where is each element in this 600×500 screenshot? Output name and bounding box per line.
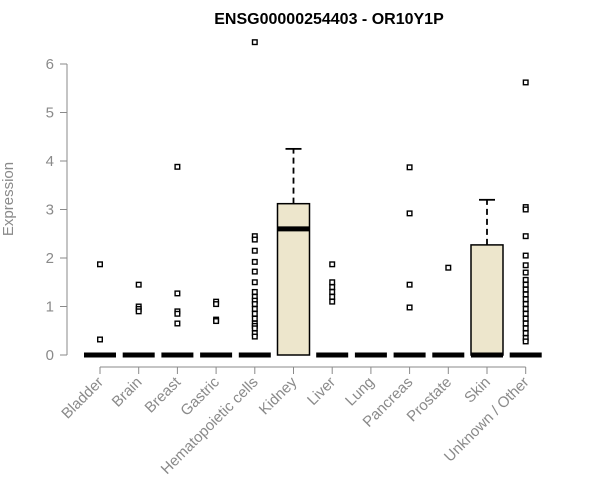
- outlier-point: [251, 333, 258, 340]
- outlier-point: [522, 233, 529, 240]
- outlier-point: [522, 320, 529, 327]
- outlier-point: [522, 252, 529, 259]
- outlier-point: [251, 247, 258, 254]
- outlier-point: [522, 325, 529, 332]
- outlier-point: [406, 281, 413, 288]
- x-tick-label: Kidney: [256, 373, 301, 418]
- outlier-point: [445, 264, 452, 271]
- y-tick-label: 6: [46, 56, 54, 73]
- box-group: [393, 164, 426, 358]
- box-group: [432, 264, 465, 358]
- y-tick-label: 3: [46, 202, 54, 219]
- box-group: [238, 39, 271, 358]
- y-tick-label: 5: [46, 105, 54, 122]
- y-tick-label: 2: [46, 250, 54, 267]
- y-tick-label: 0: [46, 347, 54, 364]
- outlier-point: [96, 261, 103, 268]
- outlier-point: [522, 310, 529, 317]
- outlier-point: [522, 301, 529, 308]
- box-group: [316, 261, 349, 358]
- y-axis: 0 1 2 3 4 5 6: [46, 56, 68, 364]
- y-tick-label: 1: [46, 299, 54, 316]
- x-tick-label: Bladder: [58, 374, 107, 423]
- outlier-point: [329, 288, 336, 295]
- outlier-point: [522, 291, 529, 298]
- outlier-point: [522, 315, 529, 322]
- outlier-point: [329, 284, 336, 291]
- outlier-point: [406, 164, 413, 171]
- outlier-point: [522, 262, 529, 269]
- x-tick-label: Skin: [461, 374, 494, 407]
- outlier-point: [406, 304, 413, 311]
- outlier-point: [522, 281, 529, 288]
- x-tick-label: Lung: [342, 374, 378, 410]
- outlier-point: [251, 279, 258, 286]
- outlier-point: [251, 315, 258, 322]
- outlier-point: [135, 281, 142, 288]
- box-group: [200, 298, 233, 358]
- outlier-point: [251, 305, 258, 312]
- outlier-point: [251, 39, 258, 46]
- outlier-point: [135, 308, 142, 315]
- outlier-point: [522, 79, 529, 86]
- box-rect: [470, 244, 504, 356]
- box-group: [470, 198, 504, 358]
- box-rect: [276, 202, 311, 356]
- outlier-point: [251, 288, 258, 295]
- outlier-point: [174, 290, 181, 297]
- outlier-point: [522, 305, 529, 312]
- outlier-point: [251, 301, 258, 308]
- y-axis-label: Expression: [0, 162, 17, 236]
- box-group: [161, 163, 194, 358]
- outlier-point: [522, 330, 529, 337]
- outlier-point: [522, 296, 529, 303]
- outlier-point: [522, 276, 529, 283]
- outlier-point: [174, 163, 181, 170]
- outlier-point: [174, 320, 181, 327]
- outlier-point: [251, 310, 258, 317]
- outlier-point: [174, 310, 181, 317]
- box-group: [84, 261, 116, 358]
- chart-title: ENSG00000254403 - OR10Y1P: [214, 11, 444, 28]
- outlier-point: [329, 279, 336, 286]
- box-group: [122, 281, 155, 358]
- outlier-point: [522, 206, 529, 213]
- outlier-point: [329, 261, 336, 268]
- outlier-point: [251, 325, 258, 332]
- outlier-point: [329, 293, 336, 300]
- outlier-point: [329, 298, 336, 305]
- outlier-point: [406, 210, 413, 217]
- outlier-point: [251, 236, 258, 243]
- outlier-point: [213, 318, 220, 325]
- outlier-point: [251, 258, 258, 265]
- x-tick-label: Brain: [109, 374, 146, 411]
- box-group: [276, 147, 311, 356]
- x-tick-label: Breast: [142, 373, 185, 416]
- outlier-point: [522, 286, 529, 293]
- outlier-point: [96, 336, 103, 343]
- outlier-point: [213, 301, 220, 308]
- outlier-point: [251, 268, 258, 275]
- boxes-layer: [84, 39, 542, 358]
- box-group: [509, 79, 542, 358]
- x-tick-label: Liver: [304, 374, 339, 409]
- y-tick-label: 4: [46, 153, 54, 170]
- outlier-point: [522, 269, 529, 276]
- outlier-point: [522, 338, 529, 345]
